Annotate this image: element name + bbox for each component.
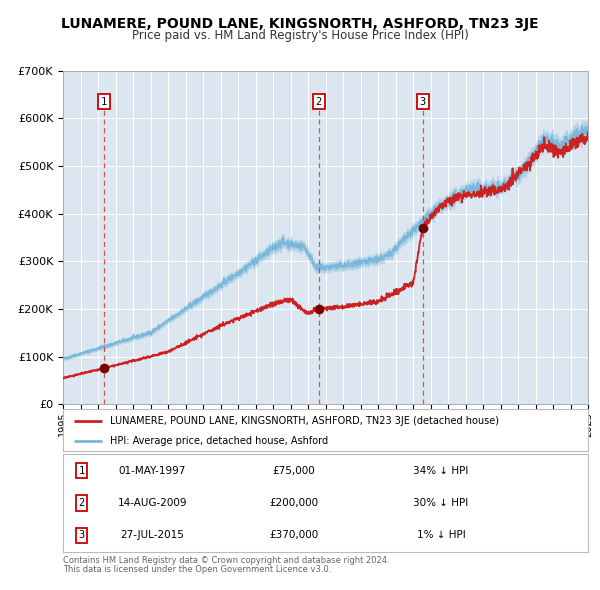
Text: £370,000: £370,000 [269, 530, 319, 540]
Text: 27-JUL-2015: 27-JUL-2015 [121, 530, 184, 540]
Text: This data is licensed under the Open Government Licence v3.0.: This data is licensed under the Open Gov… [63, 565, 331, 573]
Text: Contains HM Land Registry data © Crown copyright and database right 2024.: Contains HM Land Registry data © Crown c… [63, 556, 389, 565]
Text: LUNAMERE, POUND LANE, KINGSNORTH, ASHFORD, TN23 3JE (detached house): LUNAMERE, POUND LANE, KINGSNORTH, ASHFOR… [110, 416, 499, 426]
Text: 30% ↓ HPI: 30% ↓ HPI [413, 498, 469, 508]
Text: HPI: Average price, detached house, Ashford: HPI: Average price, detached house, Ashf… [110, 436, 328, 445]
Text: 14-AUG-2009: 14-AUG-2009 [118, 498, 187, 508]
Text: 1: 1 [101, 97, 107, 107]
Text: £200,000: £200,000 [269, 498, 319, 508]
Text: Price paid vs. HM Land Registry's House Price Index (HPI): Price paid vs. HM Land Registry's House … [131, 30, 469, 42]
Text: 1% ↓ HPI: 1% ↓ HPI [416, 530, 466, 540]
Text: 3: 3 [78, 530, 85, 540]
Text: 3: 3 [419, 97, 426, 107]
Text: £75,000: £75,000 [272, 466, 316, 476]
Text: 1: 1 [78, 466, 85, 476]
Text: 34% ↓ HPI: 34% ↓ HPI [413, 466, 469, 476]
Text: 2: 2 [316, 97, 322, 107]
Text: 01-MAY-1997: 01-MAY-1997 [119, 466, 186, 476]
Text: LUNAMERE, POUND LANE, KINGSNORTH, ASHFORD, TN23 3JE: LUNAMERE, POUND LANE, KINGSNORTH, ASHFOR… [61, 17, 539, 31]
Text: 2: 2 [78, 498, 85, 508]
